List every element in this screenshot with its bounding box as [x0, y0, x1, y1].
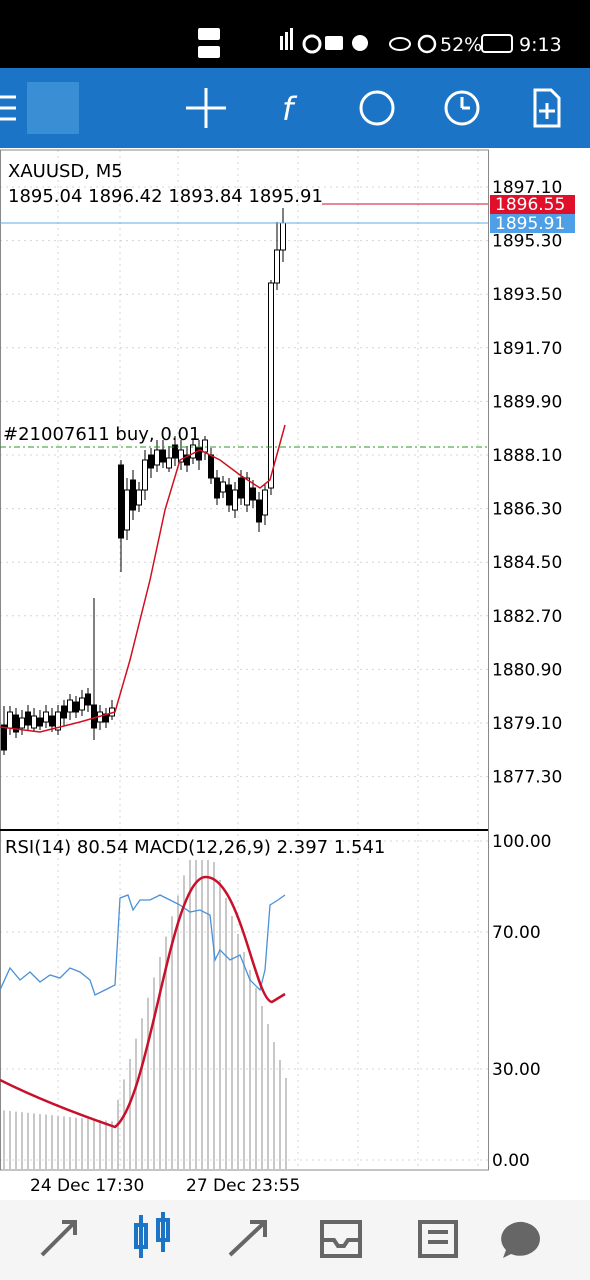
price-tick: 1893.50 [492, 285, 562, 305]
candle-body [55, 711, 61, 731]
candle-body [124, 489, 130, 531]
candle-body [118, 464, 124, 539]
candle-body [262, 489, 268, 516]
candle-body [184, 454, 190, 466]
time-label: 27 Dec 23:55 [186, 1176, 300, 1196]
candle-body [37, 717, 43, 727]
symbol: XAUUSD, M5 [8, 161, 123, 182]
candle-body [136, 489, 142, 506]
candle-body [280, 222, 286, 251]
candle-body [274, 249, 280, 284]
candle-body [196, 447, 202, 461]
news-tab[interactable] [418, 1220, 458, 1258]
candle-body [208, 454, 214, 479]
battery: 52% [440, 34, 482, 56]
candle-body [85, 693, 91, 706]
indicator-tick: 0.00 [492, 1151, 530, 1171]
candle-body [226, 484, 232, 506]
status-icons [198, 28, 513, 58]
price-tick: 1879.10 [492, 714, 562, 734]
candle-body [256, 499, 262, 523]
candle-body [178, 449, 184, 463]
order-label: #21007611 buy, 0.01 [3, 424, 200, 445]
quotes-tab[interactable] [40, 1220, 77, 1257]
price-tick: 1891.70 [492, 339, 562, 359]
price-tick: 1882.70 [492, 607, 562, 627]
candle-body [79, 697, 85, 711]
price-tick: 1880.90 [492, 660, 562, 680]
toolbar [0, 68, 590, 148]
period-button[interactable] [444, 90, 480, 126]
candle-body [91, 704, 97, 729]
price-tick: 1888.10 [492, 446, 562, 466]
candle-body [13, 714, 19, 733]
indicator-tick: 100.00 [492, 832, 551, 852]
indicator-label: RSI(14) 80.54 MACD(12,26,9) 2.397 1.541 [5, 837, 385, 858]
bid-label: 1895.91 [495, 214, 565, 234]
candle-body [31, 715, 37, 729]
candle-body [73, 701, 79, 713]
price-tick: 1877.30 [492, 768, 562, 788]
candle-body [244, 477, 250, 506]
candle-body [148, 454, 154, 469]
moving-average [0, 424, 286, 733]
price-tick: 1897.10 [492, 178, 562, 198]
candle-body [202, 439, 208, 453]
chat-tab[interactable] [501, 1221, 540, 1258]
candle-body [19, 717, 25, 729]
candle-body [232, 489, 238, 511]
candle-body [7, 711, 13, 729]
price-tick: 1886.30 [492, 500, 562, 520]
chart-tab[interactable] [134, 1212, 170, 1258]
candle-body [160, 449, 166, 463]
new-order-button[interactable] [533, 88, 561, 128]
candle-body [166, 457, 172, 469]
time-label: 24 Dec 17:30 [30, 1176, 144, 1196]
menu-button[interactable] [0, 95, 16, 121]
candle-body [130, 479, 136, 511]
candle-body [61, 705, 67, 719]
grid [0, 150, 488, 1170]
ask-box [490, 195, 575, 214]
crosshair-button[interactable] [186, 88, 226, 128]
macd-histogram [3, 860, 287, 1170]
bid-box [490, 214, 575, 233]
candle-body [67, 699, 73, 713]
candle-body [220, 481, 226, 493]
price-tick: 1889.90 [492, 392, 562, 412]
ohlc: 1895.04 1896.42 1893.84 1895.91 [8, 186, 323, 207]
candle-body [214, 477, 220, 499]
indicator-tick: 70.00 [492, 923, 541, 943]
candle-body [1, 724, 7, 751]
candle-body [238, 477, 244, 499]
candle-body [268, 282, 274, 489]
trade-tab[interactable] [228, 1220, 267, 1257]
ask-label: 1896.55 [495, 195, 565, 215]
history-tab[interactable] [320, 1220, 362, 1258]
candle-body [49, 715, 55, 727]
candle-body [154, 449, 160, 466]
candles [1, 208, 286, 755]
price-tick: 1884.50 [492, 553, 562, 573]
macd-signal [0, 875, 286, 1129]
app-logo[interactable] [27, 82, 79, 134]
candle-body [25, 711, 31, 726]
candle-body [250, 487, 256, 501]
bottom-nav [0, 1200, 590, 1280]
clock: 9:13 [519, 34, 562, 56]
candle-body [172, 444, 178, 459]
candle-body [43, 711, 49, 723]
candle-body [142, 459, 148, 491]
price-tick: 1895.30 [492, 232, 562, 252]
trade-button[interactable] [359, 90, 395, 126]
indicator-tick: 30.00 [492, 1060, 541, 1080]
rsi-line [0, 894, 286, 996]
